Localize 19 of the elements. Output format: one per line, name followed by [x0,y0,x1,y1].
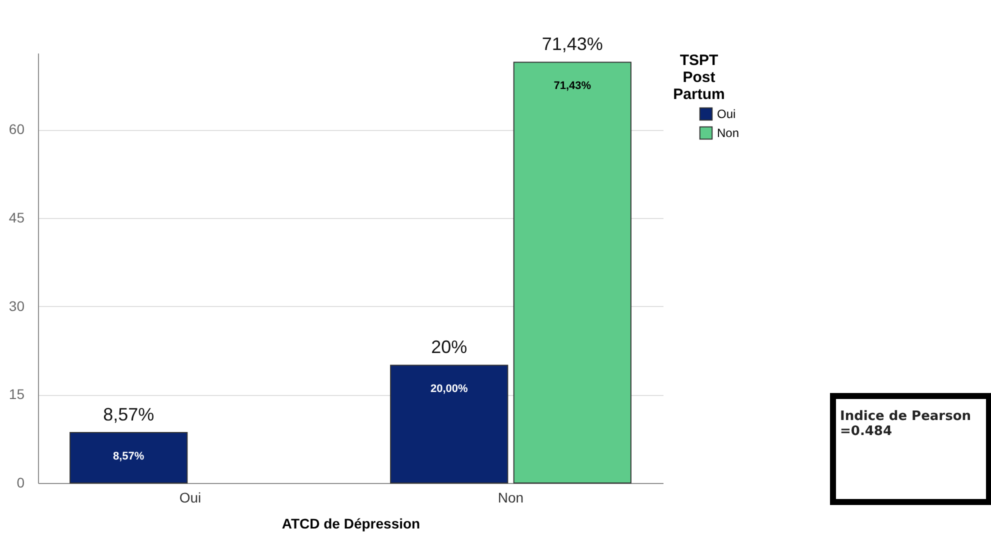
bar [70,432,188,484]
data-label: 20,00% [430,383,468,396]
bar [513,62,632,484]
y-tick-label: 30 [8,298,25,314]
annotation: 8,57% [103,404,154,425]
y-tick-label: 0 [16,474,25,490]
legend-label: Oui [717,107,736,121]
annotation: 20% [431,337,468,358]
y-tick-label: 60 [8,121,25,138]
annotation: 71,43% [542,34,603,54]
data-label: 71,43% [554,80,592,92]
y-tick-label: 45 [8,209,25,226]
data-label: 8,57% [113,450,144,463]
y-tick-label: 15 [8,386,25,402]
text: Indice de Pearson =0.484 [830,393,991,505]
legend-label: Non [717,126,740,140]
bar [390,364,508,484]
x-axis-title: ATCD de Dépression [282,516,420,532]
legend-title: TSPT Post Partum [673,52,725,103]
